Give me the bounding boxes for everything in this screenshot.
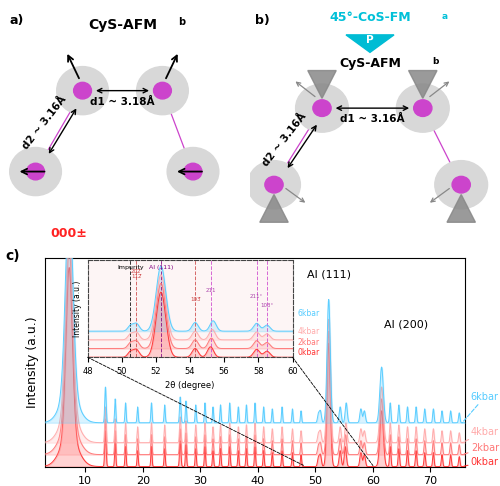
Circle shape — [414, 100, 432, 117]
Text: 4kbar: 4kbar — [462, 427, 499, 443]
Y-axis label: Intensity (a.u.): Intensity (a.u.) — [73, 280, 82, 337]
Text: Impurity: Impurity — [117, 264, 143, 270]
Polygon shape — [346, 35, 394, 52]
Circle shape — [56, 67, 108, 115]
Text: 0kbar: 0kbar — [462, 456, 499, 467]
Text: 103̅: 103̅ — [190, 297, 200, 302]
X-axis label: 2θ (degree): 2θ (degree) — [166, 382, 214, 390]
Polygon shape — [408, 70, 437, 98]
Circle shape — [452, 176, 470, 193]
Text: 103°: 103° — [260, 303, 274, 308]
Text: P: P — [366, 35, 374, 45]
Y-axis label: Intensity (a.u.): Intensity (a.u.) — [26, 316, 40, 408]
Text: b: b — [432, 57, 438, 66]
Circle shape — [265, 176, 283, 193]
Text: 2kbar: 2kbar — [298, 338, 320, 347]
Circle shape — [74, 82, 92, 99]
Text: 6kbar: 6kbar — [462, 392, 499, 423]
Text: Al (111): Al (111) — [149, 264, 173, 270]
Text: 4kbar: 4kbar — [298, 327, 320, 336]
Circle shape — [248, 160, 300, 209]
Circle shape — [396, 84, 449, 132]
Circle shape — [10, 147, 62, 196]
Circle shape — [154, 82, 172, 99]
Text: d1 ~ 3.16Å: d1 ~ 3.16Å — [340, 114, 404, 123]
Text: a): a) — [10, 14, 24, 27]
Text: b): b) — [255, 14, 270, 27]
Text: b: b — [178, 17, 185, 27]
Polygon shape — [308, 70, 336, 98]
Text: 45°-CoS-FM: 45°-CoS-FM — [329, 11, 411, 24]
Text: c): c) — [5, 249, 20, 263]
Circle shape — [184, 163, 202, 180]
Text: d1 ~ 3.18Å: d1 ~ 3.18Å — [90, 97, 155, 107]
Text: 6kbar: 6kbar — [298, 309, 320, 318]
Circle shape — [296, 84, 348, 132]
Text: d2 ~ 3.16Å: d2 ~ 3.16Å — [21, 94, 69, 151]
Circle shape — [435, 160, 488, 209]
Polygon shape — [260, 194, 288, 222]
Text: CyS-AFM: CyS-AFM — [339, 57, 401, 69]
Text: 2kbar: 2kbar — [462, 443, 499, 454]
Text: 202̅
112̅: 202̅ 112̅ — [131, 269, 141, 279]
Text: 211: 211 — [206, 288, 216, 293]
Text: CyS-AFM: CyS-AFM — [88, 18, 157, 33]
Text: Al (200): Al (200) — [384, 319, 428, 329]
Text: 000±: 000± — [50, 226, 88, 240]
Text: d2 ~ 3.16Å: d2 ~ 3.16Å — [261, 111, 308, 169]
Circle shape — [313, 100, 331, 117]
Text: 211°: 211° — [250, 294, 263, 299]
Text: 0kbar: 0kbar — [298, 348, 320, 357]
Polygon shape — [447, 194, 476, 222]
Circle shape — [136, 67, 188, 115]
Text: Al (111): Al (111) — [306, 269, 350, 279]
Circle shape — [167, 147, 219, 196]
Circle shape — [26, 163, 44, 180]
Text: a: a — [442, 12, 448, 21]
